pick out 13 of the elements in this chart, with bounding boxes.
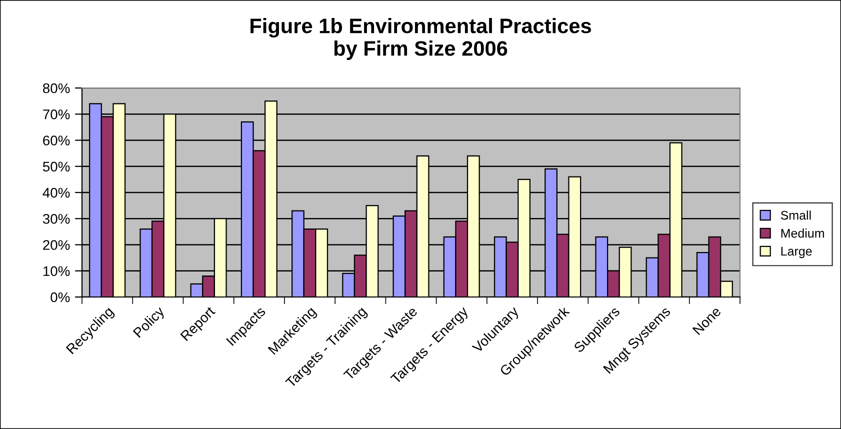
y-tick-label: 30% [42,214,70,224]
legend-label: Large [781,246,812,258]
y-tick-label: 20% [43,240,70,250]
legend-label: Medium [781,228,824,238]
y-tick-label: 80% [43,83,70,94]
y-tick-label: 40% [42,188,70,198]
chart-title: Figure 1b Environmental Practices by Firm Size 2006 [250,18,592,60]
y-tick-label: 0% [50,292,70,302]
y-tick-label: 10% [43,266,70,276]
y-tick-label: 70% [43,109,70,120]
y-tick-label: 50% [42,162,70,172]
legend-label: Small [780,210,811,220]
y-tick-label: 60% [43,136,70,146]
